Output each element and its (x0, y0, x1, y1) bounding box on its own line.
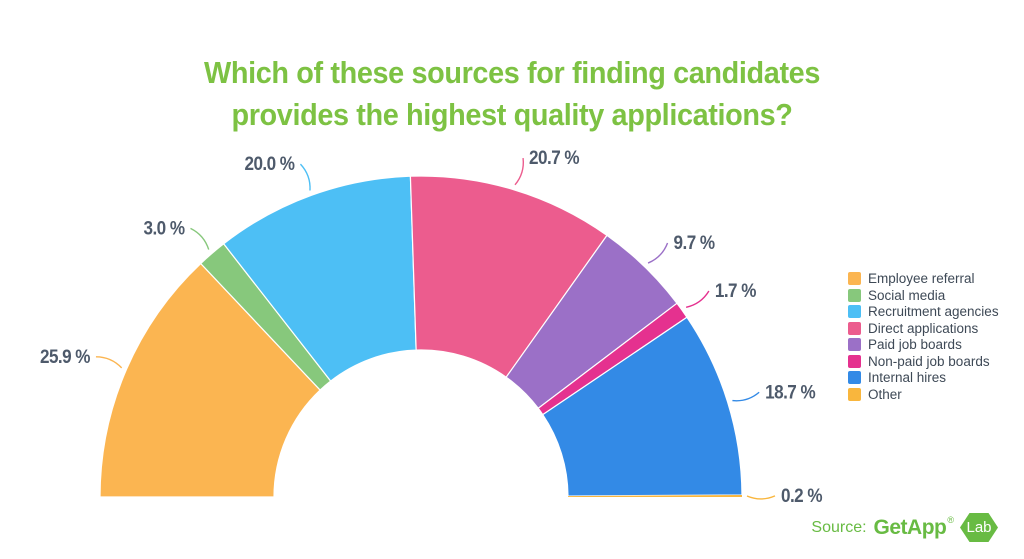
chart-title: Which of these sources for finding candi… (36, 52, 988, 136)
legend-swatch-internal-hires (848, 371, 861, 385)
legend-swatch-other (848, 387, 861, 401)
leader-line-employee-referral (95, 356, 123, 369)
legend-swatch-non-paid-job-boards (848, 354, 861, 368)
legend-swatch-recruitment-agencies (848, 305, 861, 319)
legend-item-other: Other (848, 386, 999, 402)
leader-line-other (746, 495, 776, 500)
source-attribution: Source: GetApp ® Lab (811, 513, 998, 542)
leader-line-recruitment-agencies (299, 163, 311, 191)
chart-legend: Employee referral Social media Recruitment… (848, 272, 999, 404)
legend-label: Direct applications (868, 320, 979, 336)
legend-item-recruitment-agencies: Recruitment agencies (848, 305, 999, 319)
legend-item-social-media: Social media (848, 287, 999, 303)
legend-label: Social media (868, 287, 946, 303)
slice-employee-referral (99, 262, 321, 498)
slice-internal-hires (541, 316, 743, 497)
legend-label: Paid job boards (868, 337, 962, 352)
legend-label: Employee referral (868, 271, 975, 286)
percent-label-recruitment-agencies: 20.0 % (244, 153, 294, 174)
legend-label: Non-paid job boards (868, 353, 990, 369)
legend-label: Recruitment agencies (868, 304, 999, 319)
legend-label: Other (868, 386, 902, 402)
legend-swatch-employee-referral (848, 272, 861, 286)
legend-item-internal-hires: Internal hires (848, 371, 999, 385)
percent-label-other: 0.2 % (781, 485, 822, 506)
legend-swatch-direct-applications (848, 321, 861, 335)
legend-item-non-paid-job-boards: Non-paid job boards (848, 353, 999, 369)
leader-line-direct-applications (514, 157, 525, 186)
chart-title-line-2: provides the highest quality application… (231, 97, 793, 132)
legend-swatch-social-media (848, 288, 861, 302)
getapp-lab-hexagon-badge: Lab (960, 513, 998, 542)
percent-label-internal-hires: 18.7 % (765, 381, 815, 402)
percent-label-social-media: 3.0 % (143, 218, 184, 239)
leader-line-internal-hires (732, 391, 760, 402)
getapp-logo-text: GetApp (873, 515, 947, 539)
legend-item-paid-job-boards: Paid job boards (848, 338, 999, 352)
leader-line-non-paid-job-boards (685, 290, 710, 308)
percent-label-employee-referral: 25.9 % (40, 346, 90, 367)
slice-other (567, 494, 742, 497)
percent-label-non-paid-job-boards: 1.7 % (715, 280, 756, 301)
legend-label: Internal hires (868, 370, 947, 385)
legend-swatch-paid-job-boards (848, 338, 861, 352)
legend-item-employee-referral: Employee referral (848, 272, 999, 286)
percent-label-paid-job-boards: 9.7 % (674, 232, 715, 253)
chart-title-line-1: Which of these sources for finding candi… (203, 55, 821, 90)
leader-line-social-media (190, 227, 210, 250)
legend-item-direct-applications: Direct applications (848, 320, 999, 336)
source-prefix-label: Source: (811, 518, 867, 536)
registered-trademark-icon: ® (947, 515, 954, 525)
leader-line-paid-job-boards (647, 242, 669, 264)
percent-label-direct-applications: 20.7 % (529, 147, 579, 168)
